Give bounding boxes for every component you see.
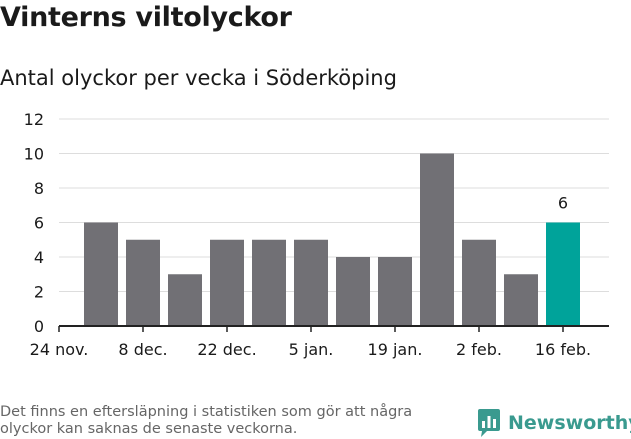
footnote: Det finns en eftersläpning i statistiken… (0, 404, 413, 437)
y-tick-label: 10 (24, 145, 44, 164)
x-tick-label: 5 jan. (289, 340, 334, 359)
y-tick-label: 6 (34, 214, 44, 233)
bar-19-jan (378, 257, 412, 326)
brand-name: Newsworthy (508, 412, 631, 434)
newsworthy-logo: Newsworthy (476, 408, 631, 438)
bar-22-dec (210, 239, 244, 326)
bars (84, 153, 580, 326)
x-tick-label: 2 feb. (456, 340, 502, 359)
y-tick-label: 12 (24, 110, 44, 129)
y-tick-label: 0 (34, 317, 44, 336)
y-tick-label: 2 (34, 283, 44, 302)
bar-26-jan (420, 153, 454, 326)
bar-1-dec (84, 222, 118, 326)
x-tick-label: 8 dec. (118, 340, 167, 359)
labels: 0 2 4 6 8 10 12 6 24 nov. 8 dec. 22 dec. 5 jan. 19 j… (24, 110, 591, 359)
bar-29-dec (252, 239, 286, 326)
x-tick-label: 22 dec. (197, 340, 256, 359)
bar-15-dec (168, 274, 202, 326)
y-tick-label: 8 (34, 179, 44, 198)
bar-5-jan (294, 239, 328, 326)
bar-12-jan (336, 257, 370, 326)
bar-2-feb (462, 239, 496, 326)
bar-16-feb (546, 222, 580, 326)
x-tick-label: 16 feb. (535, 340, 591, 359)
x-tick-label: 24 nov. (30, 340, 89, 359)
bar-9-feb (504, 274, 538, 326)
chart-title: Vinterns viltolyckor (0, 2, 292, 33)
chart-subtitle: Antal olyckor per vecka i Söderköping (0, 66, 397, 90)
bar-chart: 0 2 4 6 8 10 12 6 24 nov. 8 dec. 22 dec. 5 jan. 19 j… (24, 110, 609, 359)
bar-value-label: 6 (558, 194, 568, 213)
x-tick-label: 19 jan. (368, 340, 423, 359)
bar-8-dec (126, 239, 160, 326)
newsworthy-icon (478, 409, 500, 437)
axes (58, 325, 609, 332)
y-tick-label: 4 (34, 248, 44, 267)
